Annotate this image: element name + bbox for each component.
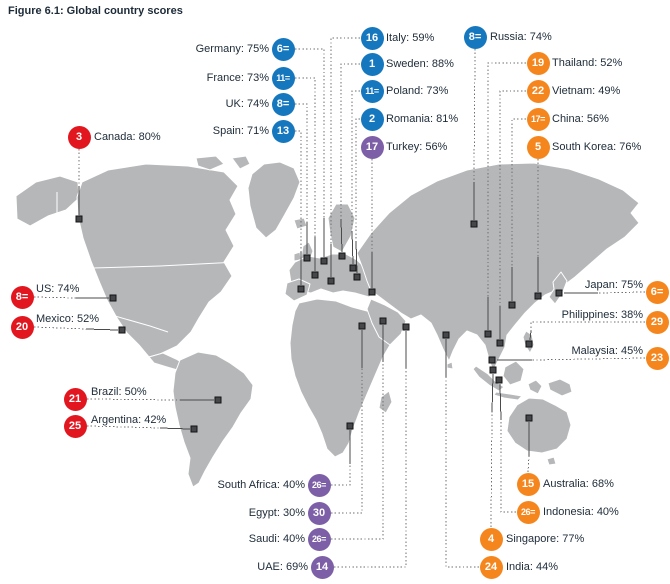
connector-japan bbox=[597, 291, 646, 294]
connector-philippines bbox=[530, 321, 645, 331]
connector-sweden bbox=[340, 218, 343, 253]
map-marker-argentina bbox=[190, 425, 198, 433]
land-alaska bbox=[15, 175, 80, 227]
connector-uae bbox=[334, 368, 407, 568]
land-south-america bbox=[172, 351, 254, 488]
connector-romania bbox=[355, 240, 358, 274]
map-marker-romania bbox=[353, 273, 361, 281]
map-marker-south-africa bbox=[346, 422, 354, 430]
connector-malaysia bbox=[531, 357, 646, 361]
connector-philippines bbox=[529, 330, 532, 341]
border-us-canada bbox=[92, 261, 239, 269]
map-marker-uk bbox=[303, 254, 311, 262]
map-marker-sweden bbox=[338, 252, 346, 260]
connector-uk bbox=[295, 103, 308, 222]
land-sumatra bbox=[472, 365, 505, 392]
connector-saudi bbox=[331, 362, 384, 540]
map-marker-vietnam bbox=[496, 339, 504, 347]
connector-germany bbox=[295, 48, 325, 218]
map-marker-mexico bbox=[118, 326, 126, 334]
land-sri-lanka bbox=[446, 361, 454, 370]
connector-china bbox=[511, 118, 526, 267]
land-north-america bbox=[76, 163, 239, 358]
map-marker-australia bbox=[525, 414, 533, 422]
map-marker-malaysia bbox=[488, 356, 496, 364]
connector-layer bbox=[33, 37, 646, 568]
world-landmass bbox=[15, 155, 640, 488]
connector-poland bbox=[351, 230, 354, 265]
map-marker-south-korea bbox=[534, 292, 542, 300]
connector-south-africa bbox=[331, 464, 351, 486]
map-marker-saudi bbox=[379, 317, 387, 325]
land-arctic-islands bbox=[195, 155, 225, 171]
map-marker-russia bbox=[470, 220, 478, 228]
land-australia bbox=[506, 397, 572, 454]
land-asia bbox=[356, 162, 640, 372]
connector-france bbox=[295, 77, 316, 237]
map-marker-canada bbox=[75, 215, 83, 223]
map-marker-egypt bbox=[358, 322, 366, 330]
figure-title: Figure 6.1: Global country scores bbox=[8, 5, 183, 17]
marker-layer bbox=[75, 215, 563, 433]
land-arctic-islands bbox=[231, 155, 251, 170]
map-marker-spain bbox=[297, 285, 305, 293]
map-marker-china bbox=[508, 301, 516, 309]
connector-australia bbox=[527, 455, 530, 473]
country-borders bbox=[56, 192, 239, 333]
land-sulawesi bbox=[527, 379, 543, 395]
map-marker-turkey bbox=[368, 288, 376, 296]
connector-argentina bbox=[86, 425, 161, 429]
map-marker-philippines bbox=[525, 340, 533, 348]
border-us-mexico bbox=[114, 315, 169, 333]
map-marker-us bbox=[109, 294, 117, 302]
land-borneo bbox=[502, 360, 525, 386]
land-iceland bbox=[293, 217, 308, 230]
connector-india bbox=[445, 377, 479, 568]
connector-romania bbox=[355, 118, 360, 241]
map-marker-poland bbox=[349, 264, 357, 272]
connector-singapore bbox=[490, 411, 493, 528]
land-java bbox=[493, 391, 523, 401]
land-new-guinea bbox=[547, 378, 573, 397]
connector-argentina bbox=[159, 427, 191, 430]
connector-indonesia bbox=[500, 420, 516, 513]
connector-mexico bbox=[33, 326, 87, 330]
land-greenland bbox=[247, 161, 301, 239]
map-marker-singapore bbox=[489, 366, 497, 374]
map-marker-uae bbox=[402, 323, 410, 331]
connector-egypt bbox=[331, 368, 363, 514]
map-marker-japan bbox=[555, 289, 563, 297]
map-marker-indonesia bbox=[495, 376, 503, 384]
connector-mexico bbox=[85, 328, 119, 331]
connector-russia bbox=[473, 48, 476, 183]
connector-vietnam bbox=[499, 90, 526, 306]
connector-indonesia bbox=[499, 383, 502, 421]
connector-brazil bbox=[86, 398, 181, 401]
land-tasmania bbox=[546, 456, 557, 466]
map-marker-germany bbox=[320, 257, 328, 265]
connector-us bbox=[33, 296, 77, 299]
land-japan bbox=[548, 271, 568, 305]
connector-thailand bbox=[487, 62, 526, 297]
map-marker-france bbox=[311, 271, 319, 279]
map-marker-brazil bbox=[214, 396, 222, 404]
land-madagascar bbox=[378, 390, 393, 414]
connector-poland bbox=[351, 90, 360, 231]
connector-singapore bbox=[491, 373, 494, 413]
map-marker-italy bbox=[327, 277, 335, 285]
connector-sweden bbox=[340, 63, 360, 219]
map-marker-thailand bbox=[484, 330, 492, 338]
map-marker-india bbox=[442, 331, 450, 339]
